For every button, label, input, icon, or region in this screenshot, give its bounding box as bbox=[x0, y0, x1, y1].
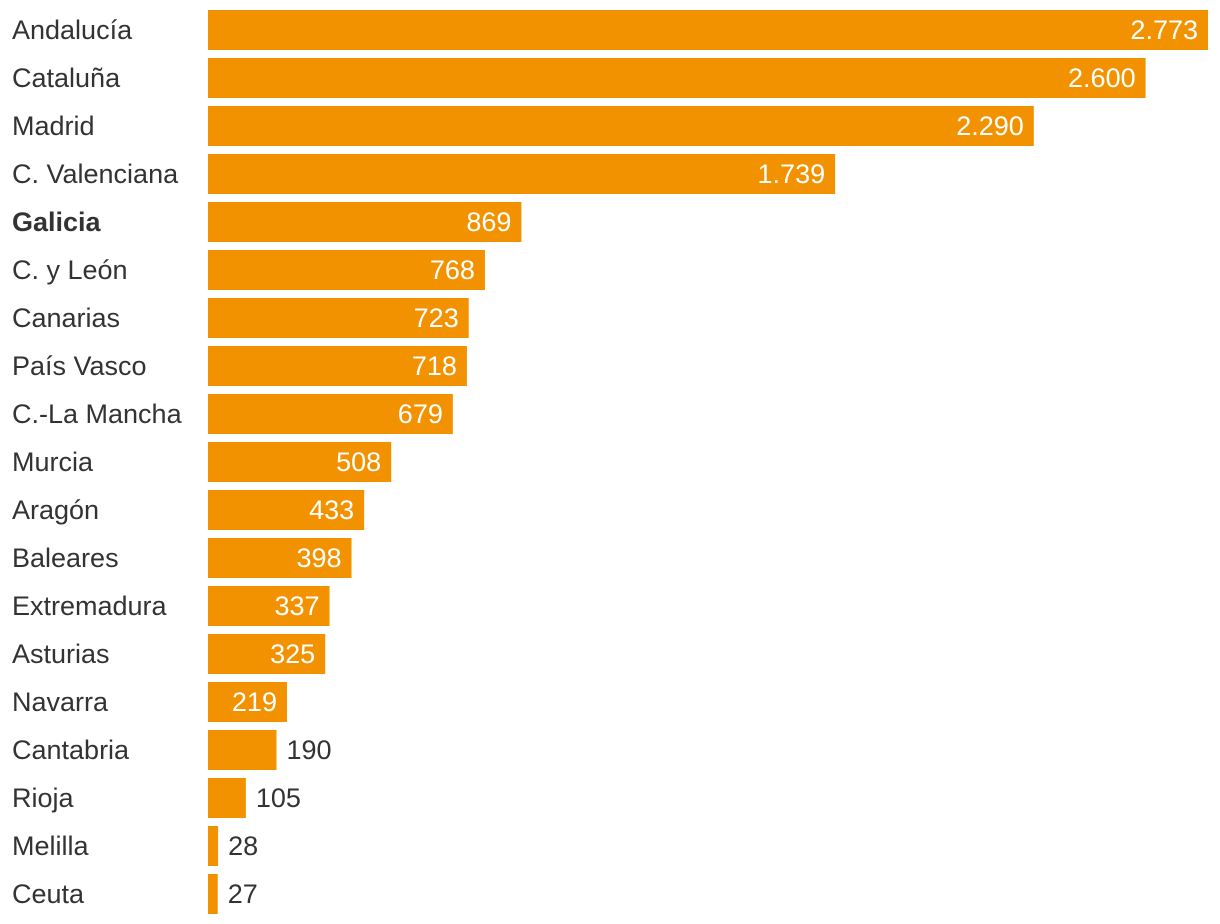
bar bbox=[208, 346, 467, 386]
bar bbox=[208, 778, 246, 818]
value-label: 768 bbox=[430, 255, 475, 285]
bar-row: Madrid 2.290 bbox=[12, 106, 1034, 146]
bar bbox=[208, 730, 277, 770]
value-label: 2.600 bbox=[1068, 63, 1136, 93]
category-label: Rioja bbox=[12, 783, 75, 813]
bar-row: País Vasco 718 bbox=[12, 346, 467, 386]
bar-row: Murcia 508 bbox=[12, 442, 392, 482]
category-label: Murcia bbox=[12, 447, 94, 477]
bar bbox=[208, 442, 392, 482]
value-label: 869 bbox=[466, 207, 511, 237]
bar-row: C. y León 768 bbox=[12, 250, 485, 290]
category-label: Canarias bbox=[12, 303, 120, 333]
value-label: 27 bbox=[228, 879, 258, 909]
value-label: 723 bbox=[414, 303, 459, 333]
value-label: 433 bbox=[309, 495, 354, 525]
category-label: Madrid bbox=[12, 111, 95, 141]
bar-row: Aragón 433 bbox=[12, 490, 365, 530]
bar bbox=[208, 298, 469, 338]
category-label: Aragón bbox=[12, 495, 99, 525]
category-label: Cataluña bbox=[12, 63, 121, 93]
bar-row: Melilla 28 bbox=[12, 826, 258, 866]
bar bbox=[208, 490, 365, 530]
category-label: Galicia bbox=[12, 207, 102, 237]
category-label: Navarra bbox=[12, 687, 109, 717]
bar bbox=[208, 394, 453, 434]
bar-row: Asturias 325 bbox=[12, 634, 326, 674]
bar bbox=[208, 874, 218, 914]
bar bbox=[208, 538, 352, 578]
value-label: 1.739 bbox=[758, 159, 826, 189]
bars-layer: Andalucía 2.773 Cataluña 2.600 Madrid 2.290 C.… bbox=[12, 10, 1208, 914]
category-label: Asturias bbox=[12, 639, 110, 669]
bar-row: Ceuta 27 bbox=[12, 874, 258, 914]
bar-row: Galicia 869 bbox=[12, 202, 522, 242]
value-label: 337 bbox=[274, 591, 319, 621]
value-label: 718 bbox=[412, 351, 457, 381]
category-label: Extremadura bbox=[12, 591, 168, 621]
bar bbox=[208, 106, 1034, 146]
value-label: 2.773 bbox=[1130, 15, 1198, 45]
bar bbox=[208, 154, 836, 194]
bar bbox=[208, 682, 287, 722]
bar-row: C. Valenciana 1.739 bbox=[12, 154, 836, 194]
value-label: 325 bbox=[270, 639, 315, 669]
bar bbox=[208, 58, 1146, 98]
category-label: C.-La Mancha bbox=[12, 399, 183, 429]
value-label: 219 bbox=[232, 687, 277, 717]
category-label: Melilla bbox=[12, 831, 90, 861]
bar-row: C.-La Mancha 679 bbox=[12, 394, 453, 434]
category-label: Ceuta bbox=[12, 879, 85, 909]
category-label: Baleares bbox=[12, 543, 119, 573]
category-label: País Vasco bbox=[12, 351, 147, 381]
bar bbox=[208, 586, 330, 626]
bar bbox=[208, 634, 326, 674]
bar-row: Cantabria 190 bbox=[12, 730, 332, 770]
bar-row: Navarra 219 bbox=[12, 682, 287, 722]
bar-row: Extremadura 337 bbox=[12, 586, 330, 626]
category-label: C. y León bbox=[12, 255, 128, 285]
category-label: C. Valenciana bbox=[12, 159, 179, 189]
bar-row: Canarias 723 bbox=[12, 298, 469, 338]
bar bbox=[208, 826, 219, 866]
value-label: 2.290 bbox=[956, 111, 1024, 141]
bar bbox=[208, 250, 485, 290]
category-label: Andalucía bbox=[12, 15, 133, 45]
value-label: 28 bbox=[228, 831, 258, 861]
bar-row: Cataluña 2.600 bbox=[12, 58, 1146, 98]
value-label: 508 bbox=[336, 447, 381, 477]
bar bbox=[208, 202, 522, 242]
bar-row: Andalucía 2.773 bbox=[12, 10, 1208, 50]
bar-row: Baleares 398 bbox=[12, 538, 352, 578]
bar bbox=[208, 10, 1208, 50]
category-label: Cantabria bbox=[12, 735, 130, 765]
bar-row: Rioja 105 bbox=[12, 778, 301, 818]
value-label: 190 bbox=[287, 735, 332, 765]
value-label: 105 bbox=[256, 783, 301, 813]
value-label: 398 bbox=[296, 543, 341, 573]
value-label: 679 bbox=[398, 399, 443, 429]
